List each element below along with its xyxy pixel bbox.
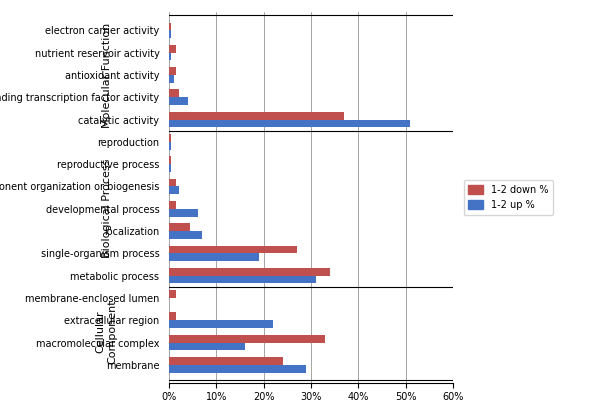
Bar [169,67,176,75]
Bar [169,342,245,350]
Bar [169,142,172,150]
Bar [169,231,202,239]
Bar [169,320,273,328]
Bar [169,209,198,217]
Bar [169,312,176,320]
Bar [169,201,176,209]
Bar [169,45,176,53]
Legend: 1-2 down %, 1-2 up %: 1-2 down %, 1-2 up % [463,180,553,215]
Bar [169,75,174,83]
Bar [169,290,176,298]
Bar [169,335,325,342]
Bar [169,178,176,186]
Text: Molecular Function: Molecular Function [101,22,112,128]
Bar [169,89,179,97]
Bar [169,112,344,119]
Bar [169,276,316,283]
Bar [169,97,188,105]
Bar [169,30,170,38]
Text: Biological Process: Biological Process [101,159,112,258]
Bar [169,245,297,253]
Bar [169,53,170,60]
Bar [169,357,283,365]
Bar [169,268,330,276]
Bar [169,134,170,142]
Text: Cellular
Component: Cellular Component [96,299,117,364]
Bar [169,119,411,127]
Bar [169,186,179,194]
Bar [169,164,172,172]
Bar [169,253,259,261]
Bar [169,365,306,373]
Bar [169,156,172,164]
Bar [169,22,172,30]
Bar [169,223,190,231]
